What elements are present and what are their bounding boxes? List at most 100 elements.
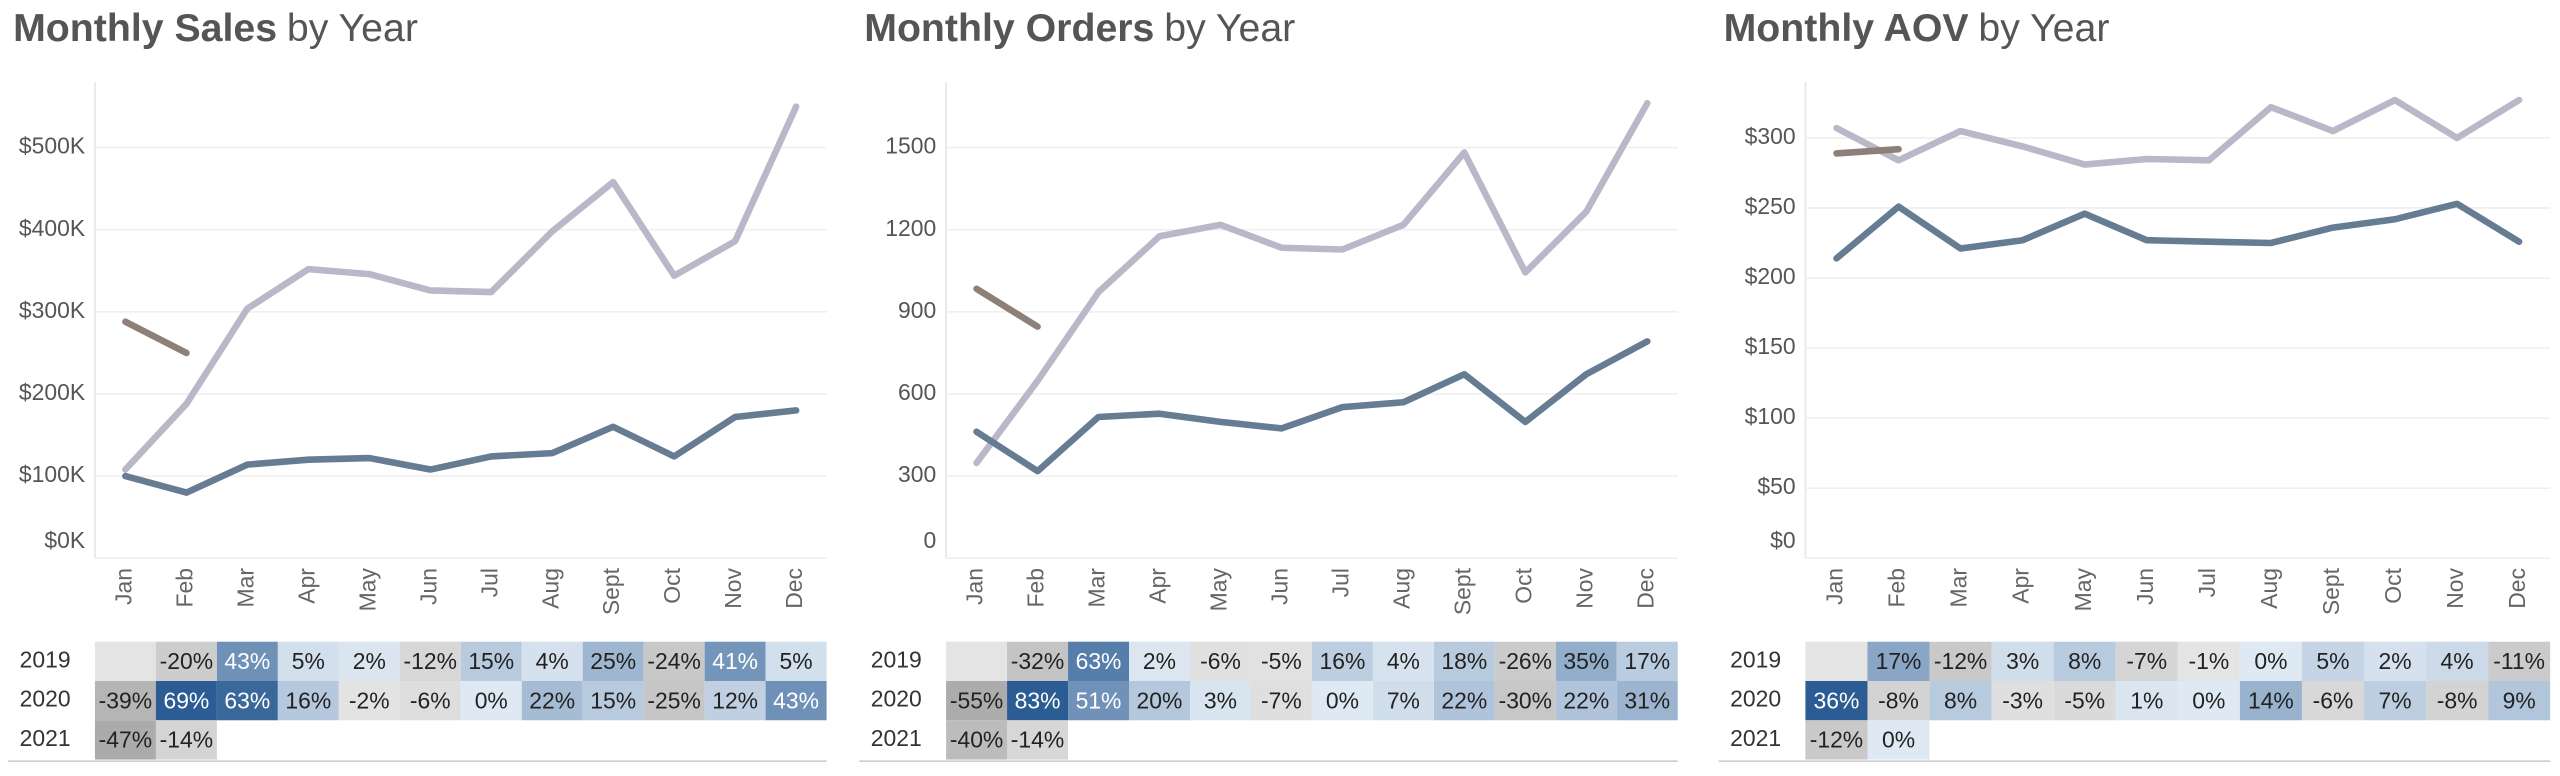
- heat-cell-label: -55%: [950, 687, 1003, 713]
- heat-cell: [2177, 641, 2240, 681]
- heat-cell-label: 4%: [536, 648, 569, 674]
- y-tick-label: $200: [1745, 263, 1796, 289]
- y-tick-label: 1200: [885, 215, 936, 241]
- x-tick-label: Jun: [415, 568, 441, 605]
- heat-cell-label: 16%: [1319, 648, 1365, 674]
- heat-cell: [1250, 641, 1312, 681]
- x-tick-label: Apr: [2008, 568, 2034, 604]
- heat-cell: [1616, 641, 1678, 681]
- heat-cell-label: -25%: [647, 687, 700, 713]
- y-tick-label: $250: [1745, 193, 1796, 219]
- x-tick-label: Feb: [171, 568, 197, 607]
- x-tick-label: Jan: [110, 568, 136, 605]
- x-tick-label: Sept: [1449, 567, 1475, 615]
- heat-cell-label: 0%: [2254, 648, 2287, 674]
- x-tick-label: Jul: [476, 568, 502, 597]
- heat-cell: [765, 680, 827, 721]
- heat-cell-label: 63%: [224, 687, 270, 713]
- x-tick-label: Nov: [2442, 568, 2468, 609]
- heat-cell: [2053, 641, 2116, 681]
- heat-cell: [399, 641, 461, 681]
- heat-cell: [2115, 680, 2178, 721]
- heat-cell-label: -3%: [2002, 687, 2043, 713]
- y-tick-label: $0K: [44, 527, 85, 553]
- heat-cell: [2177, 680, 2240, 721]
- heat-cell-label: 15%: [590, 687, 636, 713]
- x-tick-label: Jun: [1266, 568, 1292, 605]
- heat-cell: [2363, 641, 2427, 681]
- chart-panel: Monthly Orders by Year 0 300 600 900 1200 1500 J…: [859, 7, 1678, 763]
- x-tick-label: Dec: [1632, 568, 1658, 609]
- heat-cell: [216, 641, 278, 681]
- y-tick-label: 300: [898, 461, 936, 487]
- y-tick-label: $500K: [19, 133, 86, 159]
- heat-cell: [399, 680, 461, 721]
- heat-cell: [1129, 680, 1190, 721]
- y-tick-label: $50: [1757, 473, 1795, 499]
- heat-cell: [2301, 641, 2364, 681]
- heat-cell-label: -14%: [1011, 727, 1064, 753]
- y-tick-label: $100K: [19, 461, 86, 487]
- x-tick-label: Jul: [1327, 568, 1353, 597]
- title-suffix: by Year: [1978, 7, 2109, 51]
- heat-cell-label: -11%: [2493, 648, 2545, 674]
- x-tick-label: Nov: [1571, 568, 1597, 609]
- heat-cell-label: -7%: [1261, 687, 1302, 713]
- heat-cell: [582, 641, 644, 681]
- heat-cell: [2239, 680, 2302, 721]
- heat-cell: [94, 720, 156, 760]
- heat-cell-label: -14%: [160, 727, 213, 753]
- x-tick-label: Jul: [2194, 568, 2220, 597]
- heat-cell: [643, 641, 705, 681]
- heat-cell: [1929, 680, 1992, 721]
- heat-cell: [704, 641, 766, 681]
- heat-cell: [2363, 680, 2427, 721]
- title-suffix: by Year: [1164, 7, 1295, 51]
- heat-cell: [1311, 641, 1373, 681]
- heat-cell-label: 0%: [2192, 687, 2225, 713]
- heat-cell-label: 17%: [1624, 648, 1670, 674]
- heat-cell: [643, 680, 705, 721]
- x-tick-label: Dec: [2504, 568, 2530, 609]
- series-line: [973, 338, 1651, 475]
- x-tick-label: Jun: [2132, 568, 2158, 605]
- heat-cell-label: -6%: [410, 687, 451, 713]
- heat-cell: [1372, 680, 1434, 721]
- heat-cell: [1129, 641, 1190, 681]
- heat-cell: [1007, 641, 1069, 681]
- x-tick-label: Mar: [232, 568, 258, 608]
- heat-cell-label: 8%: [1944, 687, 1977, 713]
- heat-cell-label: 20%: [1137, 687, 1183, 713]
- heat-cell: [1867, 720, 1930, 760]
- heat-cell-label: -40%: [950, 727, 1003, 753]
- heat-cell: [2301, 680, 2364, 721]
- heat-cell-label: 43%: [224, 648, 270, 674]
- heat-cell: [1991, 641, 2054, 681]
- heat-cell: [460, 641, 522, 681]
- heat-cell: [704, 680, 766, 721]
- heat-cell: [1250, 680, 1312, 721]
- heat-cell: [521, 641, 583, 681]
- heat-cell: [1805, 680, 1868, 721]
- series-line: [122, 103, 800, 473]
- heat-cell-label: 69%: [163, 687, 209, 713]
- heat-cell: [2239, 641, 2302, 681]
- heat-cell-label: 3%: [1204, 687, 1237, 713]
- y-tick-label: 900: [898, 297, 936, 323]
- heat-cell-label: 7%: [1387, 687, 1420, 713]
- heat-cell: [1007, 680, 1069, 721]
- chart-title: Monthly Sales by Year: [13, 7, 418, 51]
- heat-cell-label: 5%: [780, 648, 813, 674]
- x-tick-label: Jan: [962, 568, 988, 605]
- heat-cell-label: 16%: [285, 687, 331, 713]
- title-main: Monthly AOV: [1724, 7, 1969, 51]
- row-label: 2020: [871, 686, 922, 712]
- heat-cell-label: -24%: [647, 648, 700, 674]
- y-tick-label: $300: [1745, 123, 1796, 149]
- heat-cell-label: 12%: [712, 687, 758, 713]
- heat-cell-label: -20%: [160, 648, 213, 674]
- heat-cell: [2115, 641, 2178, 681]
- series-line: [1833, 145, 1902, 157]
- series-line: [973, 99, 1651, 467]
- heat-cell: [1555, 680, 1617, 721]
